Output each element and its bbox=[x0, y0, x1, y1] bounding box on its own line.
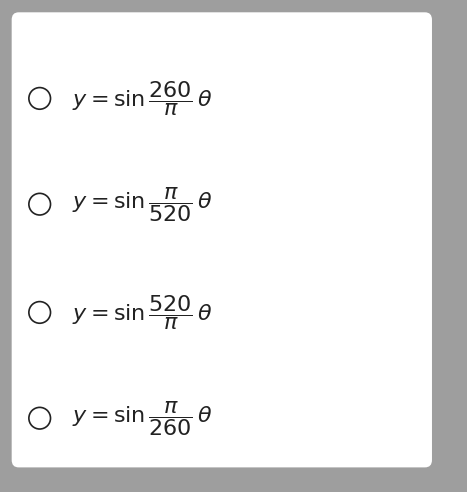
Text: $y = \sin\dfrac{\pi}{520}\,\theta$: $y = \sin\dfrac{\pi}{520}\,\theta$ bbox=[72, 184, 213, 224]
Text: $y = \sin\dfrac{\pi}{260}\,\theta$: $y = \sin\dfrac{\pi}{260}\,\theta$ bbox=[72, 399, 213, 438]
FancyBboxPatch shape bbox=[12, 12, 432, 467]
Text: $y = \sin\dfrac{520}{\pi}\,\theta$: $y = \sin\dfrac{520}{\pi}\,\theta$ bbox=[72, 293, 213, 332]
Text: $y = \sin\dfrac{260}{\pi}\,\theta$: $y = \sin\dfrac{260}{\pi}\,\theta$ bbox=[72, 79, 213, 118]
